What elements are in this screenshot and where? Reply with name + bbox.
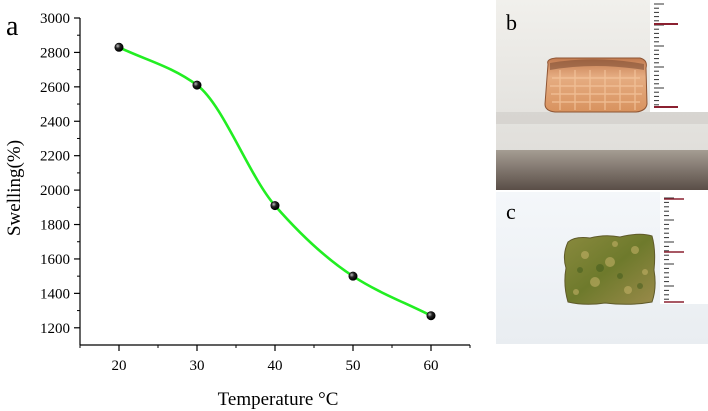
y-tick-label: 1400 [40,286,70,302]
ruler-b [650,0,708,112]
data-point [114,42,124,52]
y-tick-label: 2800 [40,45,70,61]
y-tick-label: 1200 [40,321,70,337]
table-edge [496,150,708,190]
y-tick-label: 1800 [40,218,70,234]
x-tick-label: 60 [424,358,439,374]
ruler-c [660,192,708,304]
x-ticks: 20 30 40 50 60 [79,345,471,374]
y-tick-label: 2400 [40,114,70,130]
y-tick-label: 1600 [40,252,70,268]
x-tick-label: 30 [190,358,205,374]
series-line [118,46,432,317]
ruler-c-ticks [664,197,684,303]
x-axis-label: Temperature °C [218,389,339,410]
x-tick-label: 50 [346,358,361,374]
y-axis-label: Swelling(%) [4,140,25,236]
x-tick-label: 20 [112,358,127,374]
x-tick-label: 40 [268,358,283,374]
data-point [270,201,280,211]
y-tick-label: 2200 [40,149,70,165]
y-tick-label: 2000 [40,183,70,199]
data-point [348,271,358,281]
y-tick-label: 2600 [40,80,70,96]
panel-label-a: a [6,11,19,42]
swelling-chart: 1200 1400 1600 1800 2000 2200 2400 2600 2800 3000… [4,11,471,410]
y-ticks: 1200 1400 1600 1800 2000 2200 2400 2600 2800 3000 [40,11,80,337]
panel-label-c: c [506,199,516,224]
data-point [192,80,202,90]
data-point [426,311,436,321]
panel-label-b: b [506,10,517,35]
sample-c [563,233,656,305]
sample-b [544,57,648,113]
ruler-b-ticks [654,3,678,108]
photo-c: c [496,192,708,344]
data-points [114,42,436,321]
photo-b: b [496,0,708,190]
y-tick-label: 3000 [40,11,70,27]
